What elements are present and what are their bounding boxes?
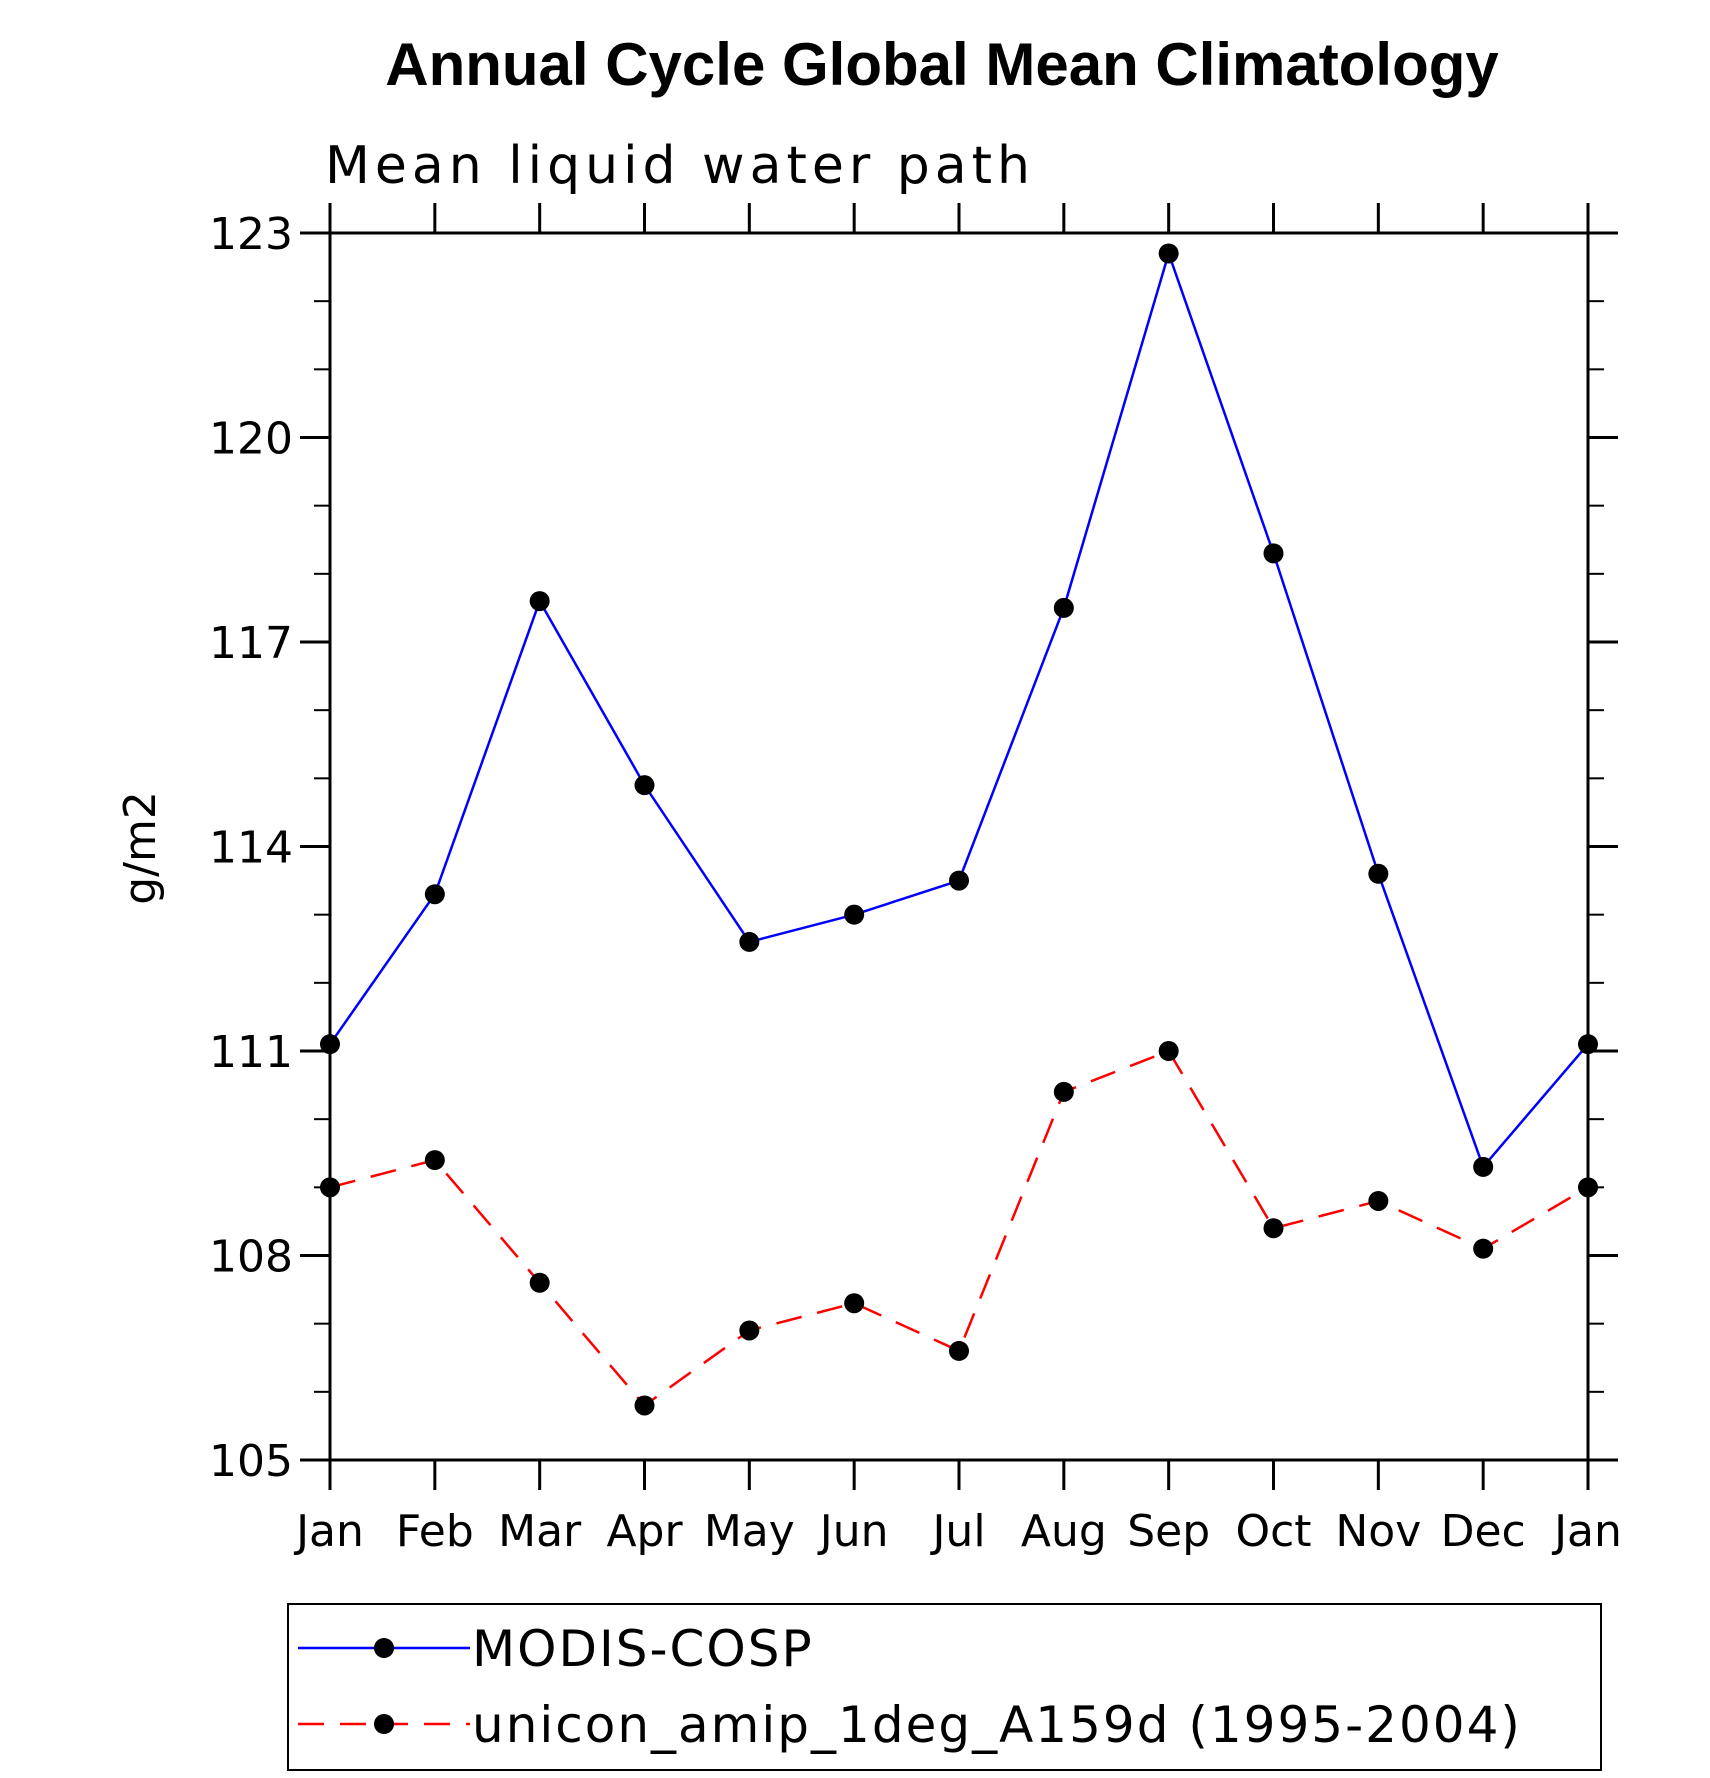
data-point [1158,243,1179,264]
axis-ticks [300,203,1618,1490]
data-point [1053,1081,1074,1102]
data-point [949,1340,969,1361]
y-axis-label: g/m2 [115,791,166,905]
data-point [634,775,655,796]
chart-subtitle: Mean liquid water path [325,136,1035,196]
x-tick-label: Mar [498,1506,582,1557]
y-tick-label: 117 [209,618,293,669]
data-point [320,1034,340,1055]
x-tick-label: Aug [1021,1506,1107,1557]
data-point [634,1395,655,1416]
x-tick-label: May [704,1506,795,1557]
x-tick-label: Nov [1335,1506,1421,1557]
x-tick-label: Jan [293,1506,364,1557]
y-tick-label: 105 [209,1436,293,1487]
series-layer [320,243,1598,1416]
data-point [424,1150,445,1171]
data-point [949,870,969,891]
y-tick-label: 114 [209,823,293,874]
x-tick-label: Jun [817,1506,889,1557]
legend-marker [374,1714,394,1734]
y-tick-label: 108 [209,1232,293,1283]
data-point [1578,1177,1598,1198]
data-point [739,1320,760,1341]
plot-frame [328,231,1590,1462]
data-point [529,1272,550,1293]
y-tick-label: 111 [209,1027,293,1078]
x-tick-label: Jul [929,1506,985,1557]
legend-box [287,1603,1602,1771]
data-point [844,1293,865,1314]
data-point [1158,1041,1179,1061]
x-tick-label: Sep [1127,1506,1210,1557]
x-tick-labels: Jan Feb Mar Apr May Jun Jul Aug Sep Oct Nov Dec Jan [293,1506,1622,1557]
data-point [1578,1034,1598,1055]
legend-label: unicon_amip_1deg_A159d (1995-2004) [472,1696,1522,1754]
data-point [1263,1218,1284,1239]
data-point [739,931,760,952]
data-point [1473,1238,1494,1259]
data-point [529,591,550,612]
legend-marker [374,1638,394,1658]
y-tick-label: 120 [209,414,293,465]
legend-label: MODIS-COSP [472,1620,814,1678]
y-tick-label: 123 [209,209,293,260]
plot-axes [328,231,1590,1462]
x-tick-label: Oct [1235,1506,1311,1557]
x-tick-label: Jan [1551,1506,1622,1557]
data-point [1473,1156,1494,1177]
x-tick-label: Feb [396,1506,474,1557]
y-tick-labels: 105 108 111 114 117 120 123 [209,209,293,1487]
chart-title: Annual Cycle Global Mean Climatology [385,31,1499,98]
x-tick-label: Dec [1441,1506,1526,1557]
series-line [328,249,1589,1170]
data-point [1053,597,1074,618]
data-point [1263,543,1284,564]
data-point [1368,863,1389,884]
data-point [1368,1190,1389,1211]
data-point [320,1177,340,1198]
data-point [424,884,445,905]
data-point [844,904,865,925]
x-tick-label: Apr [606,1506,683,1557]
legend: MODIS-COSP unicon_amip_1deg_A159d (1995-2… [287,1603,1602,1771]
